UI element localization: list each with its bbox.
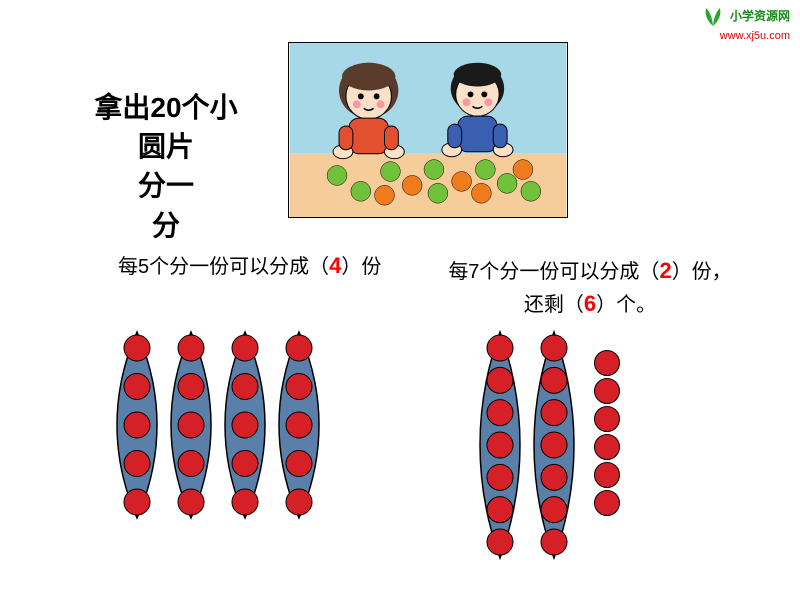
stmt-left-post: ）份 [341,256,381,278]
stmt-right-post1: ）份， [672,261,732,283]
stmt-right-ans1: 2 [659,258,671,283]
pod [169,330,213,520]
pod-group-right [478,330,620,560]
title-line2: 圆片 [138,131,194,162]
pods-area [0,330,800,590]
stmt-right-pre1: 每7个分一份可以分成（ [448,261,659,283]
children-illustration [288,42,568,218]
watermark: 小学资源网 www.xj5u.com [700,6,790,43]
title-block: 拿出20个小 圆片 分一 分 [56,88,276,245]
pod [223,330,267,520]
loose-dot [594,378,620,404]
pod [532,330,576,560]
pod-group-left [115,330,321,520]
title-line3: 分一 [138,170,194,201]
stmt-left-pre: 每5个分一份可以分成（ [118,256,329,278]
leaf-icon [700,6,726,28]
pod [115,330,159,520]
loose-dots [594,350,620,516]
title-line4: 分 [152,210,180,241]
statement-right: 每7个分一份可以分成（2）份， 还剩（6）个。 [430,254,750,320]
pod [277,330,321,520]
loose-dot [594,462,620,488]
watermark-url: www.xj5u.com [720,30,790,42]
stmt-right-pre2: 还剩（ [524,294,584,316]
stmt-right-ans2: 6 [584,291,596,316]
loose-dot [594,406,620,432]
loose-dot [594,434,620,460]
loose-dot [594,490,620,516]
stmt-right-post2: ）个。 [596,294,656,316]
title-line1-pre: 拿出 [94,92,150,123]
title-line1-num: 20 [150,92,181,123]
title-line1-post: 个小 [182,92,238,123]
stmt-left-ans: 4 [329,253,341,278]
watermark-brand: 小学资源网 [730,9,790,23]
pod [478,330,522,560]
statement-left: 每5个分一份可以分成（4）份 [118,250,381,279]
loose-dot [594,350,620,376]
